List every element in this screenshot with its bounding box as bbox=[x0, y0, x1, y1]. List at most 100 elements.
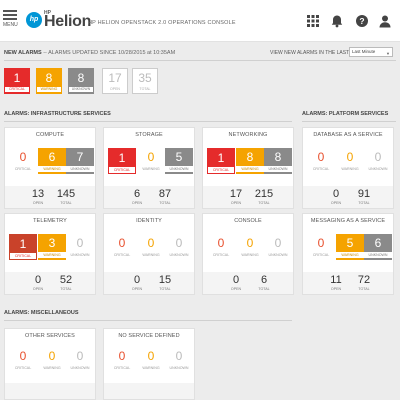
new-warning-box[interactable]: 8 WARNING bbox=[36, 68, 62, 94]
total-label: TOTAL bbox=[60, 287, 72, 291]
critical-stat: 0 CRITICAL bbox=[9, 148, 37, 174]
unknown-stat: 0 UNKNOWN bbox=[165, 234, 193, 260]
open-stat: 11 OPEN bbox=[321, 274, 351, 292]
networking-card[interactable]: NETWORKING 1 CRITICAL 8 WARNING 8 UNKNOWN 1… bbox=[202, 127, 294, 209]
top-bar: MENU hp HP Helion HP HELION OPENSTACK 2.… bbox=[0, 0, 400, 42]
divider bbox=[4, 60, 396, 61]
view-new-alarms-label: VIEW NEW ALARMS IN THE LAST: bbox=[270, 50, 350, 56]
critical-count: 0 bbox=[19, 150, 27, 164]
total-label: TOTAL bbox=[358, 201, 370, 205]
total-count: 215 bbox=[254, 188, 274, 200]
card-totals: 13 OPEN 145 TOTAL bbox=[5, 186, 95, 208]
open-stat: 6 OPEN bbox=[122, 188, 152, 206]
critical-stat: 1 CRITICAL bbox=[9, 234, 37, 260]
unknown-label: UNKNOWN bbox=[268, 253, 288, 257]
critical-label: CRITICAL bbox=[14, 366, 32, 370]
unknown-label: UNKNOWN bbox=[165, 166, 193, 172]
unknown-count: 7 bbox=[76, 150, 84, 164]
card-title: DATABASE AS A SERVICE bbox=[313, 132, 383, 138]
critical-count: 1 bbox=[118, 151, 126, 165]
critical-label: CRITICAL bbox=[113, 253, 131, 257]
identity-card[interactable]: IDENTITY 0 CRITICAL 0 WARNING 0 UNKNOWN 0 OP… bbox=[103, 213, 195, 295]
warning-count: 0 bbox=[147, 150, 155, 164]
card-title: OTHER SERVICES bbox=[25, 333, 75, 339]
critical-count: 0 bbox=[317, 150, 325, 164]
open-count: 13 bbox=[31, 188, 45, 200]
unknown-count: 6 bbox=[374, 236, 382, 250]
time-range-select[interactable]: Last Minute ▼ bbox=[349, 47, 393, 57]
hamburger-icon bbox=[3, 10, 17, 20]
open-label: OPEN bbox=[32, 287, 44, 291]
card-totals: 17 OPEN 215 TOTAL bbox=[203, 186, 293, 208]
warning-count: 0 bbox=[246, 236, 254, 250]
unknown-label: UNKNOWN bbox=[368, 167, 388, 171]
divider bbox=[302, 121, 396, 122]
total-label: TOTAL bbox=[60, 201, 72, 205]
open-label: OPEN bbox=[131, 201, 143, 205]
card-title: NO SERVICE DEFINED bbox=[118, 333, 180, 339]
total-count: 145 bbox=[56, 188, 76, 200]
critical-label: CRITICAL bbox=[212, 253, 230, 257]
time-range-value: Last Minute bbox=[352, 49, 376, 54]
warning-stat: 3 WARNING bbox=[38, 234, 66, 260]
new-critical-box[interactable]: 1 CRITICAL bbox=[4, 68, 30, 94]
total-stat: 72 TOTAL bbox=[349, 274, 379, 292]
open-stat: 17 OPEN bbox=[221, 188, 251, 206]
unknown-stat: 5 UNKNOWN bbox=[165, 148, 193, 174]
card-title: NETWORKING bbox=[228, 132, 268, 138]
unknown-label: UNKNOWN bbox=[364, 252, 392, 258]
compute-card[interactable]: COMPUTE 0 CRITICAL 6 WARNING 7 UNKNOWN 13 OP… bbox=[4, 127, 96, 209]
open-count: 0 bbox=[332, 188, 340, 200]
critical-count: 1 bbox=[19, 237, 27, 251]
open-label: OPEN bbox=[330, 201, 342, 205]
unknown-count: 0 bbox=[374, 150, 382, 164]
unknown-count: 8 bbox=[274, 150, 282, 164]
card-title: COMPUTE bbox=[35, 132, 65, 138]
new-open-box[interactable]: 17 OPEN bbox=[102, 68, 128, 94]
card-title: MESSAGING AS A SERVICE bbox=[310, 218, 386, 224]
critical-stat: 0 CRITICAL bbox=[108, 347, 136, 373]
divider bbox=[4, 320, 292, 321]
new-unknown-count: 8 bbox=[77, 71, 85, 85]
critical-count: 0 bbox=[217, 236, 225, 250]
apps-grid-icon[interactable] bbox=[306, 14, 320, 28]
new-total-box[interactable]: 35 TOTAL bbox=[132, 68, 158, 94]
total-stat: 87 TOTAL bbox=[150, 188, 180, 206]
warning-count: 0 bbox=[346, 150, 354, 164]
messaging-as-a-service-card[interactable]: MESSAGING AS A SERVICE 0 CRITICAL 5 WARNIN… bbox=[302, 213, 394, 295]
chevron-down-icon: ▼ bbox=[386, 51, 390, 56]
storage-card[interactable]: STORAGE 1 CRITICAL 0 WARNING 5 UNKNOWN 6 OPE… bbox=[103, 127, 195, 209]
new-warning-count: 8 bbox=[45, 71, 53, 85]
total-count: 91 bbox=[357, 188, 371, 200]
critical-stat: 1 CRITICAL bbox=[207, 148, 235, 174]
user-icon[interactable] bbox=[378, 14, 392, 28]
warning-label: WARNING bbox=[336, 252, 364, 258]
open-count: 0 bbox=[34, 274, 42, 286]
menu-button[interactable]: MENU bbox=[3, 10, 18, 28]
help-icon[interactable]: ? bbox=[355, 14, 369, 28]
critical-stat: 0 CRITICAL bbox=[307, 234, 335, 260]
other-services-card[interactable]: OTHER SERVICES 0 CRITICAL 0 WARNING 0 UNKNO… bbox=[4, 328, 96, 400]
unknown-stat: 0 UNKNOWN bbox=[264, 234, 292, 260]
open-count: 0 bbox=[133, 274, 141, 286]
hp-logo-icon: hp bbox=[26, 12, 42, 28]
open-label: OPEN bbox=[330, 287, 342, 291]
open-stat: 0 OPEN bbox=[23, 274, 53, 292]
card-title: STORAGE bbox=[135, 132, 163, 138]
warning-stat: 0 WARNING bbox=[336, 148, 364, 174]
database-as-a-service-card[interactable]: DATABASE AS A SERVICE 0 CRITICAL 0 WARNING… bbox=[302, 127, 394, 209]
warning-count: 5 bbox=[346, 236, 354, 250]
open-count: 11 bbox=[330, 274, 342, 286]
console-card[interactable]: CONSOLE 0 CRITICAL 0 WARNING 0 UNKNOWN 0 OPE… bbox=[202, 213, 294, 295]
new-unknown-box[interactable]: 8 UNKNOWN bbox=[68, 68, 94, 94]
no-service-defined-card[interactable]: NO SERVICE DEFINED 0 CRITICAL 0 WARNING 0 U… bbox=[103, 328, 195, 400]
unknown-stat: 0 UNKNOWN bbox=[364, 148, 392, 174]
bell-icon[interactable] bbox=[330, 14, 344, 28]
new-alarms-label: NEW ALARMS bbox=[4, 50, 42, 56]
warning-stat: 0 WARNING bbox=[38, 347, 66, 373]
logo-name: Helion bbox=[44, 13, 92, 30]
unknown-label: UNKNOWN bbox=[264, 166, 292, 172]
warning-label: WARNING bbox=[236, 166, 264, 172]
infrastructure-heading: ALARMS: INFRASTRUCTURE SERVICES bbox=[4, 111, 111, 117]
